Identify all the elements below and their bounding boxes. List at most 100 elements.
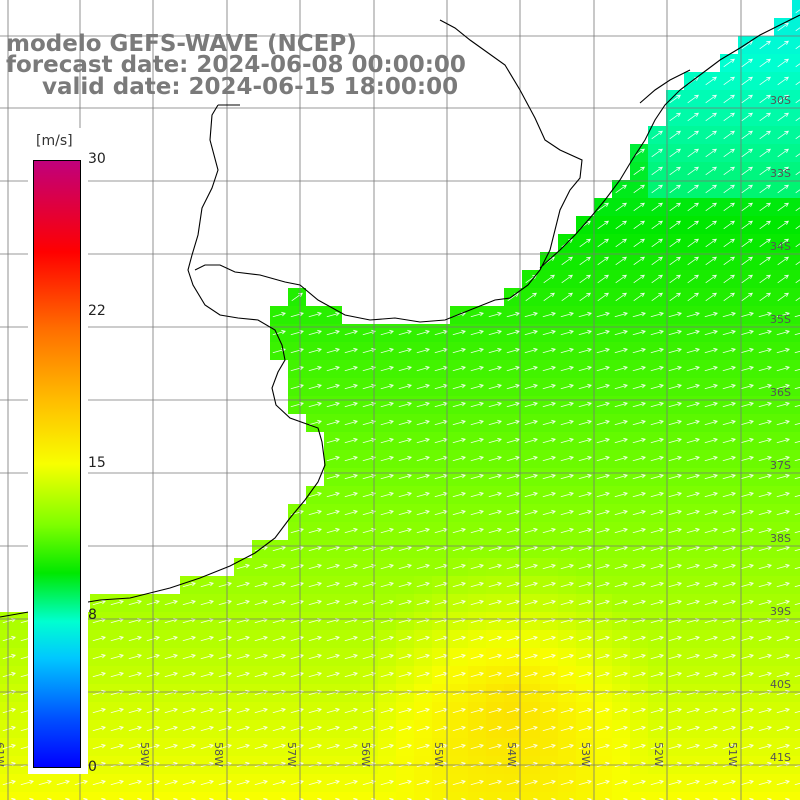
- wind-arrow: [758, 671, 772, 678]
- wind-arrow: [543, 274, 555, 284]
- wind-arrow: [794, 458, 800, 462]
- wind-arrow: [326, 707, 340, 714]
- wind-arrow: [704, 473, 718, 480]
- wind-arrow: [164, 725, 178, 732]
- wind-arrow: [236, 671, 250, 678]
- wind-arrow: [398, 473, 412, 480]
- wind-arrow: [560, 545, 574, 552]
- wind-arrow: [759, 274, 771, 284]
- lon-label: 58W: [212, 742, 225, 767]
- wind-arrow: [362, 437, 376, 444]
- wind-arrow: [290, 545, 304, 552]
- wind-arrow: [704, 653, 718, 660]
- wind-arrow: [650, 419, 664, 426]
- wind-arrow: [723, 76, 735, 86]
- wind-arrow: [506, 635, 520, 642]
- wind-arrow: [506, 365, 520, 372]
- wind-arrow: [110, 635, 124, 642]
- wind-arrow: [686, 491, 700, 498]
- wind-arrow: [668, 491, 682, 498]
- wind-arrow: [524, 509, 538, 516]
- wind-arrow: [776, 491, 790, 498]
- wind-arrow: [740, 743, 754, 750]
- wind-arrow: [795, 243, 800, 248]
- wind-arrow: [578, 365, 592, 372]
- wind-arrow: [578, 545, 592, 552]
- wind-arrow: [362, 545, 376, 552]
- wind-arrow: [344, 419, 358, 426]
- wind-arrow: [741, 148, 753, 158]
- wind-arrow: [669, 112, 681, 122]
- wind-arrow: [777, 256, 789, 266]
- wind-arrow: [650, 563, 664, 570]
- wind-arrow: [669, 184, 681, 194]
- wind-arrow: [344, 329, 358, 336]
- wind-arrow: [632, 545, 646, 552]
- wind-arrow: [596, 473, 610, 480]
- wind-arrow: [795, 297, 800, 302]
- wind-arrow: [795, 99, 800, 104]
- wind-arrow: [272, 707, 286, 714]
- wind-arrow: [560, 653, 574, 660]
- wind-arrow: [2, 779, 16, 786]
- wind-arrow: [722, 725, 736, 732]
- wind-arrow: [758, 491, 772, 498]
- wind-arrow: [776, 401, 790, 408]
- wind-arrow: [488, 743, 502, 750]
- wind-arrow: [524, 707, 538, 714]
- wind-arrow: [398, 563, 412, 570]
- wind-arrow: [758, 581, 772, 588]
- wind-arrow: [794, 638, 800, 642]
- wind-arrow: [542, 779, 556, 786]
- wind-arrow: [272, 653, 286, 660]
- wind-arrow: [560, 707, 574, 714]
- wind-arrow: [650, 653, 664, 660]
- wind-arrow: [704, 545, 718, 552]
- wind-arrow: [470, 491, 484, 498]
- wind-arrow: [542, 473, 556, 480]
- wind-arrow: [794, 476, 800, 480]
- wind-arrow: [470, 437, 484, 444]
- wind-arrow: [705, 184, 717, 194]
- wind-arrow: [650, 779, 664, 786]
- wind-arrow: [758, 347, 772, 354]
- wind-arrow: [794, 710, 800, 714]
- wind-arrow: [651, 184, 663, 194]
- wind-arrow: [488, 311, 502, 318]
- wind-arrow: [290, 653, 304, 660]
- wind-arrow: [470, 581, 484, 588]
- wind-arrow: [668, 509, 682, 516]
- wind-arrow: [416, 491, 430, 498]
- wind-arrow: [560, 455, 574, 462]
- wind-arrow: [92, 779, 106, 786]
- wind-arrow: [290, 383, 304, 390]
- wind-arrow: [740, 563, 754, 570]
- wind-arrow: [686, 365, 700, 372]
- wind-arrow: [398, 437, 412, 444]
- wind-arrow: [308, 725, 322, 732]
- wind-arrow: [614, 563, 628, 570]
- wind-arrow: [488, 527, 502, 534]
- wind-arrow: [632, 401, 646, 408]
- wind-arrow: [272, 779, 286, 786]
- wind-arrow: [776, 635, 790, 642]
- wind-arrow: [632, 725, 646, 732]
- wind-arrow: [686, 419, 700, 426]
- wind-arrow: [740, 473, 754, 480]
- lat-label: 38S: [770, 532, 791, 545]
- wind-arrow: [290, 563, 304, 570]
- wind-arrow: [723, 130, 735, 140]
- wind-arrow: [524, 725, 538, 732]
- wind-arrow: [614, 707, 628, 714]
- wind-arrow: [416, 707, 430, 714]
- wind-arrow: [722, 347, 736, 354]
- wind-arrow: [687, 112, 699, 122]
- wind-arrow: [506, 563, 520, 570]
- wind-arrow: [596, 635, 610, 642]
- wind-arrow: [506, 473, 520, 480]
- wind-arrow: [704, 743, 718, 750]
- wind-arrow: [759, 220, 771, 230]
- wind-arrow: [380, 779, 394, 786]
- wind-arrow: [651, 220, 663, 230]
- wind-arrow: [344, 347, 358, 354]
